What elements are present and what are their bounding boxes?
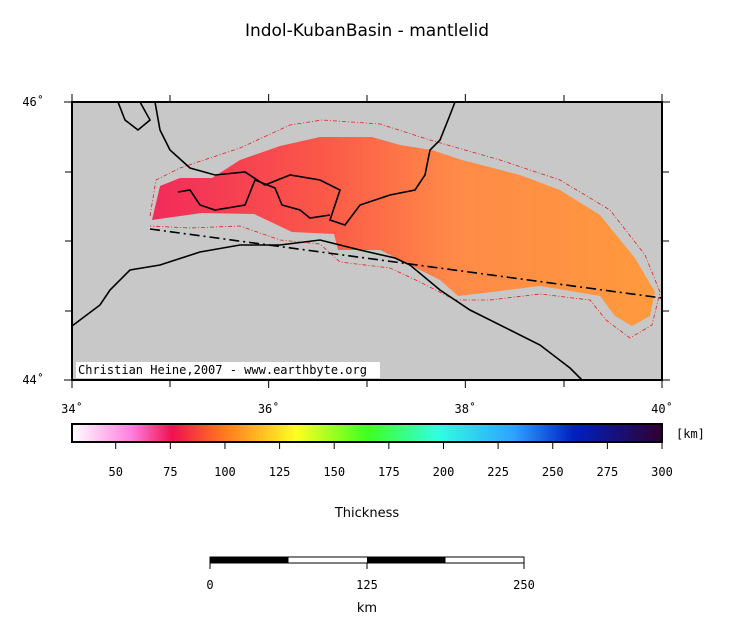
colorbar-tick-label: 100 [214, 465, 236, 479]
x-tick-label: 36˚ [258, 401, 280, 416]
colorbar-tick-label: 50 [108, 465, 122, 479]
colorbar-tick-label: 125 [269, 465, 291, 479]
colorbar-tick-label: 250 [542, 465, 564, 479]
colorbar-tick-label: 150 [323, 465, 345, 479]
colorbar-tick-label: 225 [487, 465, 509, 479]
scalebar [209, 556, 525, 564]
scalebar-tick-label: 125 [356, 578, 378, 592]
colorbar-unit: [km] [676, 427, 705, 441]
coastline [71, 101, 583, 381]
x-tick-label: 34˚ [61, 401, 83, 416]
x-tick-label: 40˚ [651, 401, 673, 416]
scalebar-tick-label: 250 [513, 578, 535, 592]
colorbar-tick-label: 75 [163, 465, 177, 479]
credit-box [76, 362, 380, 378]
scalebar-tick-label: 0 [206, 578, 213, 592]
colorbar-label: Thickness [334, 506, 399, 521]
profile-line [149, 228, 663, 299]
x-tick-label: 38˚ [454, 401, 476, 416]
y-tick-label: 46˚ [22, 94, 44, 109]
colorbar-tick-label: 300 [651, 465, 673, 479]
credit: Christian Heine,2007 - www.earthbyte.org [78, 363, 367, 377]
colorbar-tick-label: 275 [597, 465, 619, 479]
y-tick-label: 44˚ [22, 372, 44, 387]
scalebar-unit: km [357, 601, 377, 616]
thickness-raster [152, 137, 655, 326]
map: Christian Heine,2007 - www.earthbyte.org [65, 95, 669, 387]
frame-ticks [65, 95, 669, 387]
colorbar-tick-label: 175 [378, 465, 400, 479]
title: Indol-KubanBasin - mantlelid [245, 21, 489, 41]
colorbar [71, 423, 663, 443]
colorbar-tick-label: 200 [433, 465, 455, 479]
